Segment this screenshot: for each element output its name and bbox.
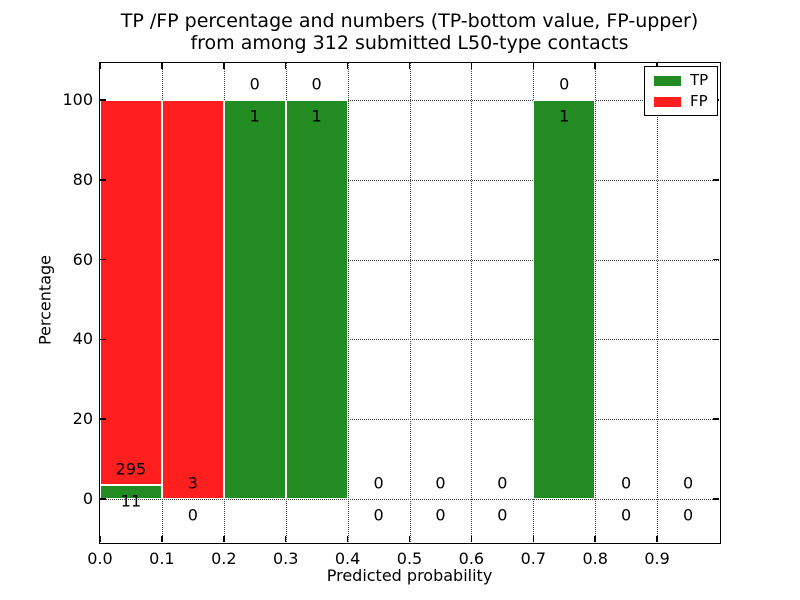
legend-label: TP bbox=[690, 71, 709, 89]
x-tick-label: 0.2 bbox=[211, 549, 237, 568]
y-gridline bbox=[100, 419, 719, 421]
x-tick-mark-top bbox=[284, 63, 287, 69]
tp-count-label: 0 bbox=[682, 505, 694, 525]
chart-title-line2: from among 312 submitted L50-type contac… bbox=[190, 32, 629, 54]
y-tick-mark-right bbox=[713, 179, 719, 181]
tp-count-label: 0 bbox=[621, 505, 632, 525]
tp-bar-segment bbox=[100, 484, 162, 499]
chart-title: TP /FP percentage and numbers (TP-bottom… bbox=[100, 10, 719, 54]
y-gridline bbox=[100, 498, 719, 500]
x-gridline bbox=[595, 63, 597, 542]
y-tick-mark-right bbox=[713, 338, 719, 341]
fp-count-label: 0 bbox=[311, 74, 322, 94]
y-tick-label: 20 bbox=[72, 409, 93, 429]
x-tick-label: 0.3 bbox=[272, 549, 299, 568]
x-tick-label: 0.7 bbox=[520, 549, 547, 568]
tp-count-label: 1 bbox=[249, 106, 260, 126]
y-tick-mark bbox=[100, 258, 106, 261]
x-tick-mark bbox=[594, 536, 596, 542]
x-tick-mark-top bbox=[346, 63, 349, 69]
tp-count-label: 0 bbox=[187, 505, 198, 525]
x-tick-mark bbox=[346, 536, 349, 542]
x-tick-label: 0.1 bbox=[149, 549, 175, 568]
tp-bar-segment bbox=[285, 100, 348, 499]
x-tick-mark-top bbox=[99, 63, 101, 69]
tp-count-label: 0 bbox=[435, 505, 446, 525]
x-tick-mark-top bbox=[223, 63, 225, 69]
x-tick-mark bbox=[656, 536, 658, 542]
x-tick-mark-top bbox=[594, 63, 596, 69]
x-tick-mark-top bbox=[470, 63, 473, 69]
fp-bar-segment bbox=[100, 100, 162, 485]
y-tick-mark bbox=[100, 498, 106, 500]
x-tick-mark-top bbox=[408, 63, 411, 69]
x-tick-label: 0.8 bbox=[582, 549, 608, 568]
y-gridline bbox=[100, 259, 719, 261]
y-gridline bbox=[100, 339, 719, 341]
y-tick-mark-right bbox=[713, 258, 719, 261]
legend-swatch-icon bbox=[654, 75, 681, 86]
tp-count-label: 11 bbox=[120, 491, 142, 511]
x-tick-mark bbox=[223, 536, 225, 542]
y-tick-label: 60 bbox=[72, 249, 93, 269]
tp-bar-segment bbox=[223, 100, 286, 499]
x-tick-label: 0.0 bbox=[87, 549, 113, 568]
legend-swatch-icon bbox=[654, 96, 681, 107]
y-tick-mark bbox=[100, 99, 106, 101]
x-tick-mark bbox=[532, 536, 535, 542]
fp-count-label: 0 bbox=[435, 473, 446, 493]
x-tick-label: 0.4 bbox=[334, 549, 361, 568]
fp-count-label: 0 bbox=[621, 473, 632, 493]
y-tick-mark bbox=[100, 338, 106, 341]
legend-label: FP bbox=[690, 92, 708, 110]
fp-count-label: 3 bbox=[187, 473, 198, 493]
x-tick-mark bbox=[284, 536, 287, 542]
fp-count-label: 0 bbox=[249, 74, 260, 94]
tp-count-label: 1 bbox=[311, 106, 322, 126]
x-tick-label: 0.6 bbox=[458, 549, 485, 568]
legend-entry: FP bbox=[654, 94, 708, 109]
fp-count-label: 0 bbox=[373, 473, 384, 493]
tp-count-label: 0 bbox=[373, 505, 384, 525]
fp-count-label: 0 bbox=[497, 473, 508, 493]
y-tick-mark-right bbox=[713, 498, 719, 500]
x-tick-mark bbox=[408, 536, 411, 542]
x-gridline bbox=[471, 63, 473, 542]
fp-count-label: 0 bbox=[682, 473, 694, 493]
x-tick-mark-top bbox=[532, 63, 535, 69]
x-tick-mark-top bbox=[161, 63, 163, 69]
y-tick-label: 80 bbox=[72, 169, 93, 189]
tp-count-label: 1 bbox=[559, 106, 570, 126]
y-tick-mark bbox=[100, 418, 106, 420]
x-gridline bbox=[347, 63, 349, 542]
fp-count-label: 295 bbox=[115, 459, 147, 479]
x-tick-mark bbox=[99, 536, 101, 542]
x-axis-label: Predicted probability bbox=[326, 566, 493, 585]
chart-title-line1: TP /FP percentage and numbers (TP-bottom… bbox=[120, 10, 699, 32]
fp-count-label: 0 bbox=[559, 74, 570, 94]
fp-bar-segment bbox=[161, 100, 224, 499]
x-tick-mark bbox=[470, 536, 473, 542]
tp-count-label: 0 bbox=[497, 505, 508, 525]
y-tick-mark-right bbox=[713, 418, 719, 420]
x-gridline bbox=[657, 63, 659, 542]
y-gridline bbox=[100, 100, 719, 102]
y-tick-mark bbox=[100, 179, 106, 181]
x-tick-label: 0.5 bbox=[396, 549, 423, 568]
legend-entry: TP bbox=[654, 73, 708, 88]
legend: TP FP bbox=[644, 66, 719, 116]
tp-bar-segment bbox=[533, 100, 596, 499]
y-tick-label: 100 bbox=[62, 90, 93, 110]
x-tick-label: 0.9 bbox=[644, 549, 670, 568]
y-gridline bbox=[100, 179, 719, 181]
y-tick-label: 0 bbox=[82, 488, 93, 508]
y-tick-label: 40 bbox=[72, 329, 93, 349]
x-gridline bbox=[409, 63, 411, 542]
x-tick-mark bbox=[161, 536, 163, 542]
